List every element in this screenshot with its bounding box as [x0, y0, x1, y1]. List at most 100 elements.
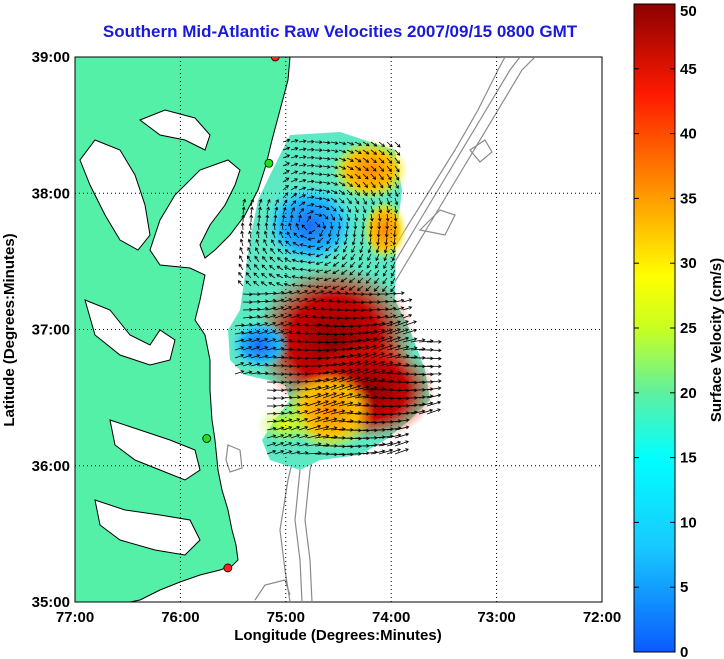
velocity-vector — [386, 405, 402, 407]
velocity-vector-head — [422, 380, 426, 385]
velocity-vector-head — [258, 206, 262, 211]
velocity-vector — [386, 165, 392, 172]
velocity-vector-head — [372, 184, 376, 189]
velocity-vector-head — [319, 233, 323, 238]
y-tick-label: 38:00 — [32, 185, 70, 202]
velocity-vector-head — [341, 182, 346, 187]
velocity-vector — [338, 292, 348, 295]
velocity-vector-head — [288, 305, 293, 310]
velocity-vector — [362, 165, 369, 171]
velocity-vector-head — [248, 345, 253, 350]
velocity-vector — [410, 339, 425, 343]
velocity-vector — [298, 388, 308, 391]
velocity-vector — [261, 264, 268, 271]
velocity-vector-head — [272, 222, 277, 226]
velocity-vector — [392, 245, 396, 253]
velocity-vector-head — [294, 154, 299, 159]
velocity-vector — [338, 149, 346, 153]
velocity-vector — [308, 245, 316, 248]
velocity-vector-head — [302, 155, 307, 159]
velocity-vector — [290, 163, 298, 167]
colorbar-tick-label: 30 — [680, 255, 697, 272]
velocity-vector — [322, 299, 332, 303]
velocity-vector — [274, 450, 284, 455]
velocity-vector — [258, 307, 268, 311]
velocity-vector — [298, 306, 308, 311]
velocity-vector — [281, 223, 284, 231]
velocity-vector-head — [237, 280, 242, 284]
velocity-vector-head — [288, 433, 293, 438]
velocity-vector-head — [357, 376, 361, 380]
velocity-vector — [298, 215, 301, 223]
velocity-vector-head — [249, 315, 253, 320]
velocity-vector-head — [324, 215, 329, 220]
velocity-vector-head — [296, 442, 301, 446]
velocity-vector-head — [341, 418, 346, 423]
velocity-vector-head — [373, 151, 378, 155]
velocity-vector — [386, 315, 396, 319]
velocity-vector-head — [317, 400, 321, 405]
velocity-vector — [426, 408, 441, 415]
velocity-vector — [284, 283, 292, 287]
velocity-vector — [306, 157, 315, 159]
velocity-vector-head — [240, 338, 245, 343]
velocity-vector — [394, 426, 409, 431]
velocity-vector — [290, 434, 300, 439]
velocity-vector — [306, 215, 311, 223]
velocity-vector-head — [326, 356, 330, 360]
velocity-vector-head — [357, 402, 362, 407]
velocity-vector — [338, 361, 353, 367]
velocity-vector — [370, 361, 385, 367]
velocity-vector-head — [355, 200, 360, 205]
velocity-vector-head — [357, 158, 362, 163]
velocity-vector-head — [261, 264, 266, 269]
velocity-vector-head — [349, 384, 353, 388]
velocity-vector — [332, 269, 340, 274]
velocity-vector-head — [264, 314, 269, 319]
velocity-vector — [249, 231, 252, 239]
velocity-vector-head — [375, 257, 379, 262]
velocity-vector-head — [334, 165, 339, 170]
velocity-vector-head — [354, 217, 358, 222]
velocity-vector — [290, 298, 300, 303]
velocity-vector — [418, 395, 433, 399]
velocity-vector-head — [342, 157, 347, 162]
velocity-vector-head — [397, 320, 401, 325]
velocity-vector-head — [288, 450, 293, 454]
velocity-vector-head — [291, 250, 296, 254]
velocity-vector — [298, 443, 308, 447]
velocity-vector — [264, 231, 268, 239]
velocity-vector — [300, 243, 308, 247]
velocity-vector — [394, 197, 398, 205]
velocity-vector-head — [364, 192, 368, 197]
velocity-vector — [362, 378, 377, 383]
velocity-vector-head — [364, 184, 369, 188]
velocity-vector — [370, 181, 376, 188]
velocity-vector-head — [293, 193, 298, 197]
velocity-vector — [362, 173, 369, 180]
velocity-vector — [346, 353, 361, 359]
velocity-vector-head — [359, 249, 363, 254]
velocity-vector — [346, 445, 362, 447]
velocity-vector — [394, 173, 400, 181]
velocity-vector-head — [332, 270, 336, 275]
velocity-vector — [354, 197, 360, 205]
velocity-vector — [276, 274, 284, 279]
velocity-vector-head — [395, 193, 399, 198]
velocity-vector-head — [321, 315, 325, 320]
velocity-vector-head — [365, 368, 369, 372]
velocity-vector-head — [365, 167, 369, 172]
velocity-vector — [378, 435, 393, 439]
velocity-vector-head — [382, 280, 386, 285]
velocity-vector — [242, 316, 252, 319]
velocity-vector — [238, 280, 244, 287]
velocity-vector-head — [248, 362, 253, 366]
velocity-vector — [359, 245, 364, 253]
velocity-vector-head — [334, 348, 338, 352]
velocity-vector-head — [248, 370, 253, 375]
velocity-vector — [330, 213, 335, 221]
velocity-vector — [270, 248, 276, 255]
velocity-vector — [324, 253, 332, 259]
velocity-vector — [322, 213, 329, 220]
velocity-vector-head — [382, 412, 386, 417]
